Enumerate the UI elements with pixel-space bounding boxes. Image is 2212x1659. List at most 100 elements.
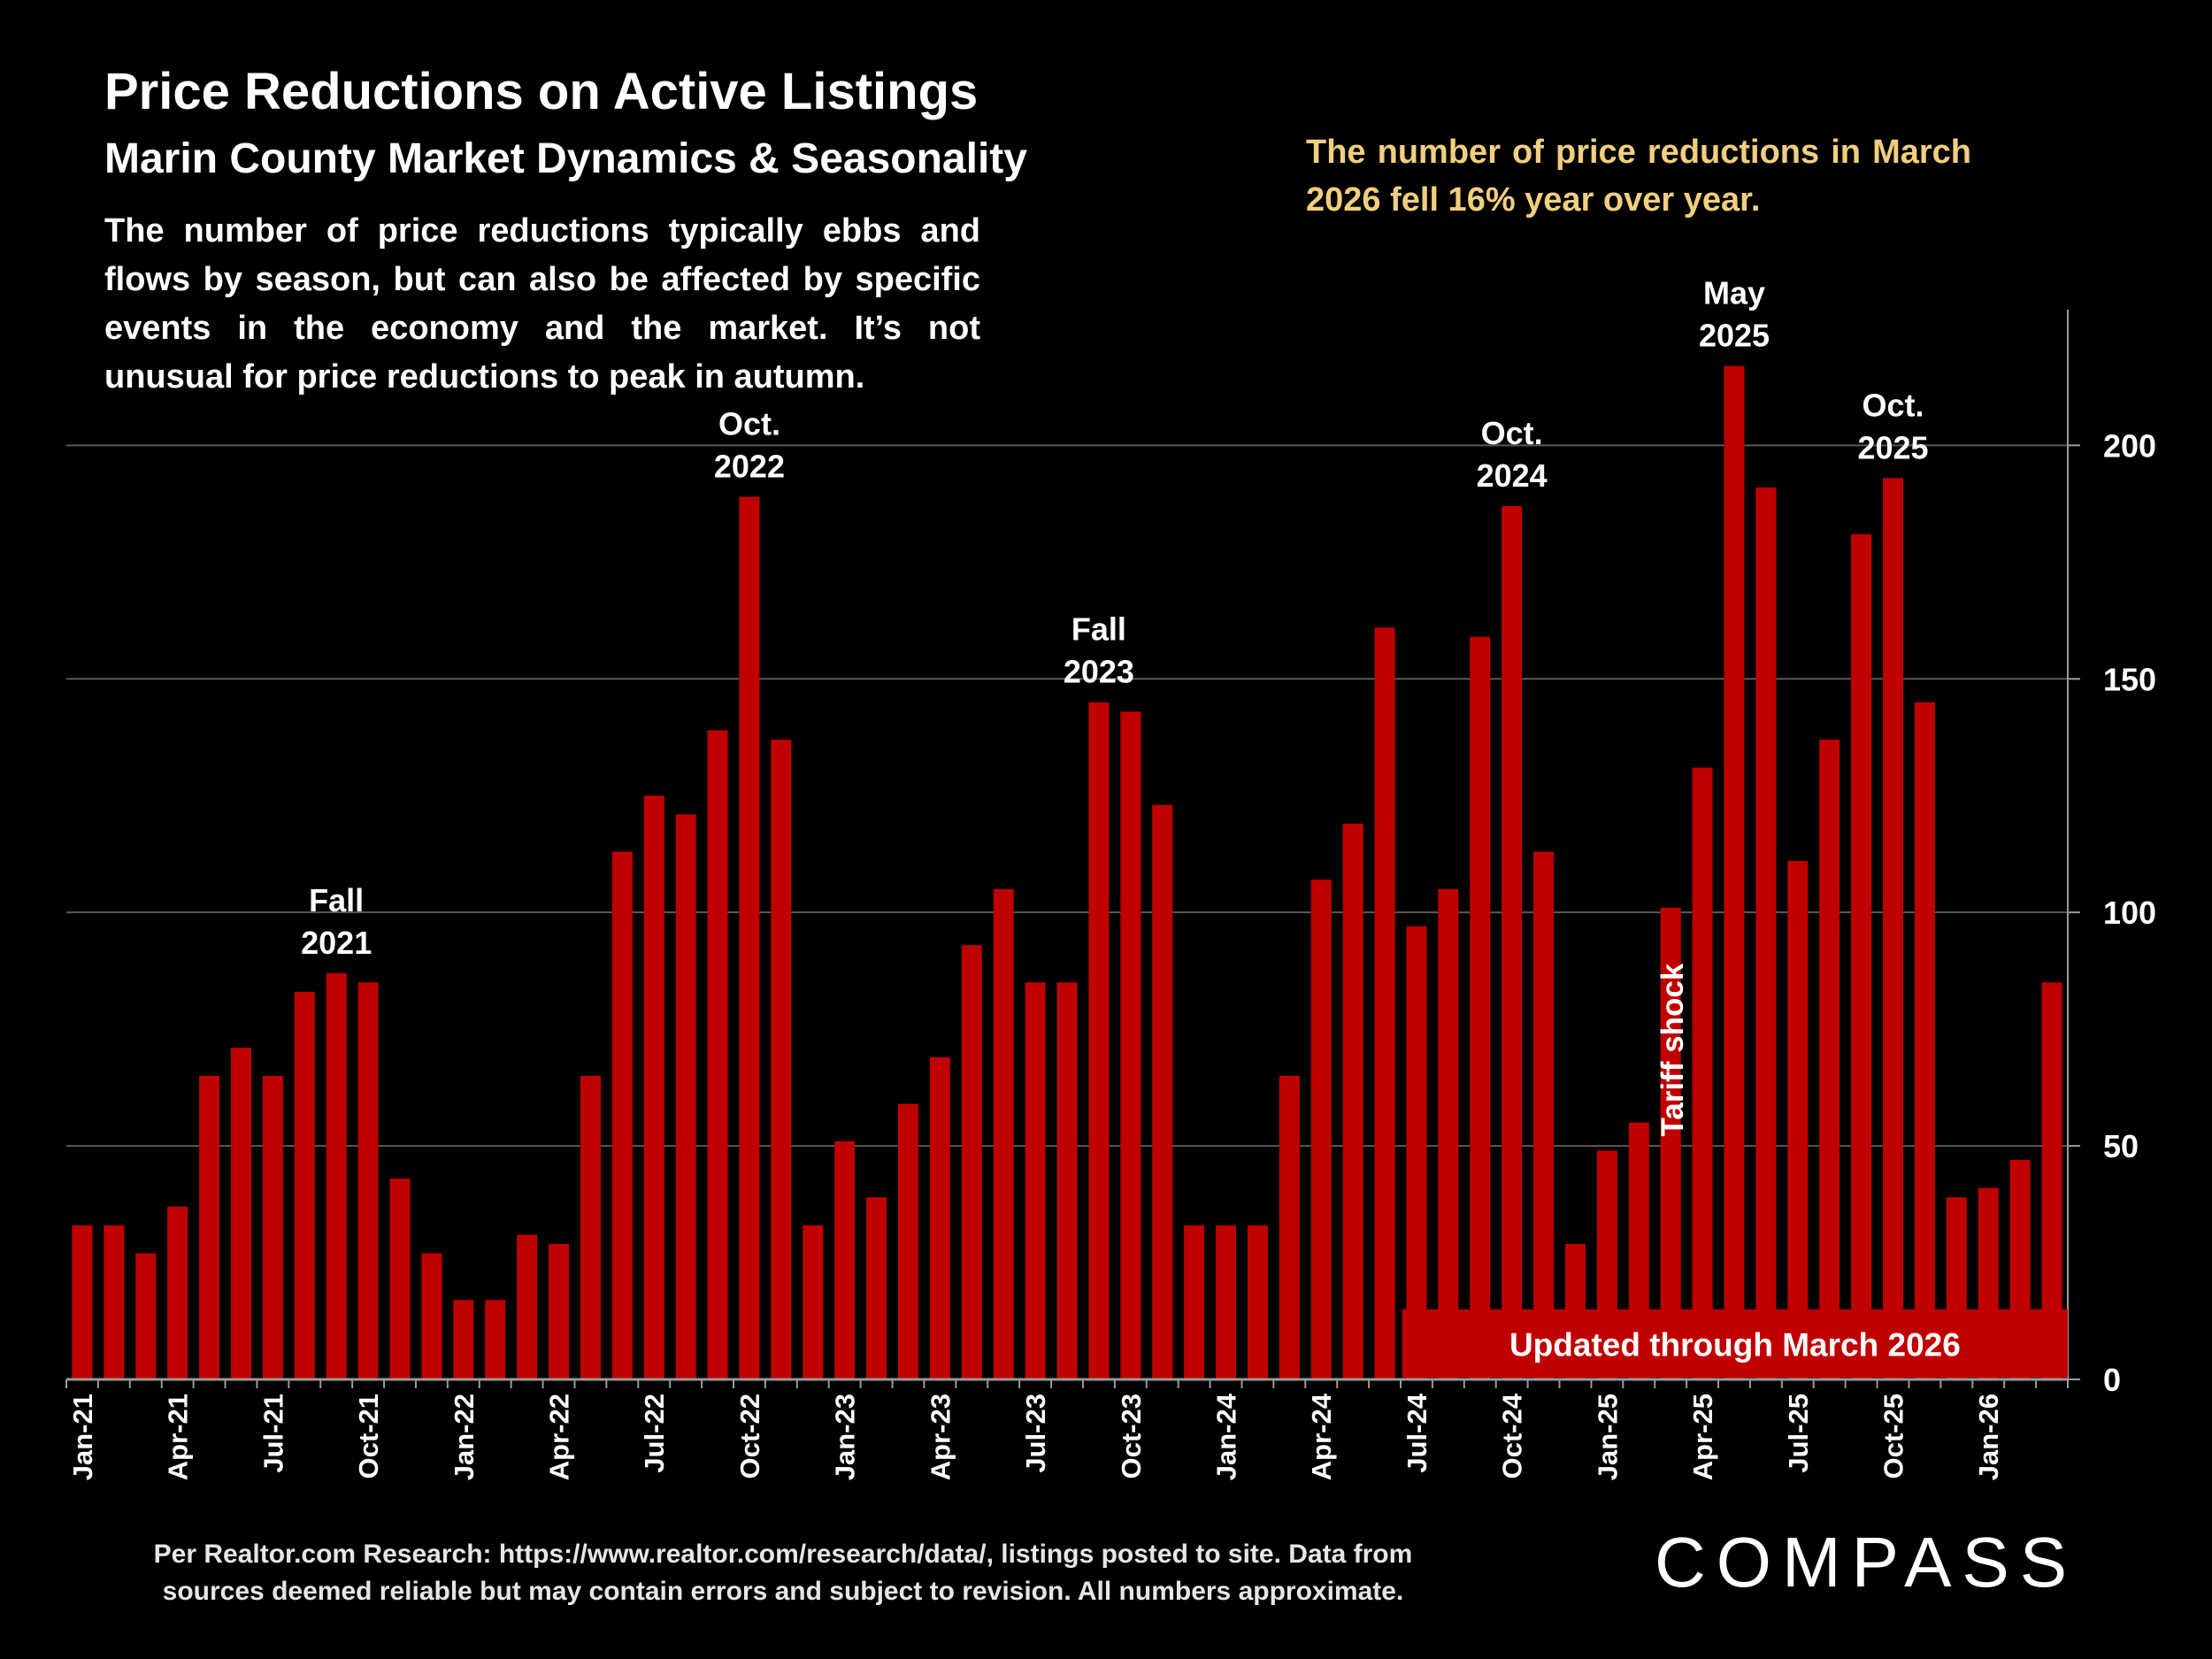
bar-Oct-21 bbox=[357, 982, 379, 1379]
bar-Sep-21 bbox=[326, 972, 347, 1379]
bar-Mar-24 bbox=[1279, 1075, 1300, 1379]
source-note-line-1: Per Realtor.com Research: https://www.re… bbox=[153, 1540, 1413, 1569]
bar-Mar-25 bbox=[1660, 907, 1681, 1379]
peak-annotation: Oct. 2022 bbox=[714, 405, 785, 484]
y-tick-label: 50 bbox=[2103, 1128, 2139, 1164]
bar-Aug-24 bbox=[1438, 888, 1459, 1379]
bar-Aug-25 bbox=[1819, 739, 1840, 1379]
peak-annotation-line-1: Oct. bbox=[1481, 415, 1543, 451]
bar-Sep-24 bbox=[1470, 636, 1491, 1379]
x-tick-label: Jan-22 bbox=[449, 1394, 480, 1480]
x-tick-label: Apr-24 bbox=[1306, 1393, 1337, 1480]
bar-Jun-22 bbox=[611, 851, 633, 1379]
x-tick-label: Apr-21 bbox=[163, 1394, 194, 1480]
peak-annotation: Fall 2021 bbox=[301, 882, 372, 961]
peak-annotation-line-2: 2021 bbox=[301, 925, 372, 961]
bar-Jan-22 bbox=[453, 1300, 474, 1379]
peak-annotation: Fall 2023 bbox=[1064, 611, 1134, 690]
bar-May-22 bbox=[580, 1075, 601, 1379]
bar-Apr-25 bbox=[1692, 767, 1713, 1379]
x-tick-label: Jul-24 bbox=[1402, 1393, 1432, 1472]
x-tick-label: Oct-23 bbox=[1116, 1394, 1147, 1479]
bar-Feb-23 bbox=[866, 1197, 887, 1379]
chart-description: The number of price reductions typically… bbox=[104, 212, 980, 396]
peak-annotation-line-1: May bbox=[1703, 275, 1765, 311]
bar-May-24 bbox=[1342, 823, 1363, 1379]
y-tick-label: 150 bbox=[2103, 661, 2156, 697]
bar-Nov-25 bbox=[1914, 702, 1935, 1379]
bar-Feb-24 bbox=[1247, 1225, 1268, 1379]
yoy-callout: The number of price reductions in March … bbox=[1306, 134, 1971, 219]
bars bbox=[72, 365, 2062, 1379]
bar-Jun-23 bbox=[993, 888, 1014, 1379]
bar-Apr-22 bbox=[549, 1243, 570, 1379]
y-tick-label: 100 bbox=[2103, 895, 2156, 931]
bar-Jun-24 bbox=[1374, 627, 1395, 1379]
updated-banner-label: Updated through March 2026 bbox=[1509, 1326, 1961, 1363]
tariff-shock-label: Tariff shock bbox=[1655, 963, 1690, 1136]
bar-Jan-21 bbox=[72, 1225, 93, 1379]
peak-annotation-line-1: Oct. bbox=[1863, 387, 1924, 423]
peak-annotation-line-2: 2025 bbox=[1699, 318, 1770, 354]
source-note-line-2: sources deemed reliable but may contain … bbox=[162, 1577, 1404, 1606]
x-tick-label: Apr-22 bbox=[544, 1394, 575, 1480]
bar-Oct-22 bbox=[739, 496, 760, 1379]
bar-Jan-23 bbox=[834, 1141, 856, 1379]
peak-annotation-line-1: Fall bbox=[1071, 611, 1126, 648]
bar-Aug-22 bbox=[675, 814, 696, 1379]
bar-Mar-26 bbox=[2041, 982, 2062, 1379]
bar-Oct-25 bbox=[1883, 478, 1904, 1379]
bar-Feb-21 bbox=[104, 1225, 125, 1379]
peak-annotation-line-2: 2025 bbox=[1857, 429, 1928, 465]
x-tick-label: Jan-21 bbox=[67, 1394, 98, 1480]
bar-Jun-25 bbox=[1755, 487, 1777, 1379]
peak-annotation-line-2: 2023 bbox=[1064, 654, 1134, 690]
x-tick-label: Oct-22 bbox=[734, 1394, 765, 1479]
bar-Jan-24 bbox=[1216, 1225, 1237, 1379]
peak-annotation-line-2: 2024 bbox=[1477, 457, 1548, 494]
peak-annotation-line-1: Fall bbox=[309, 882, 364, 918]
y-tick-label: 0 bbox=[2103, 1362, 2121, 1398]
peak-annotation-line-2: 2022 bbox=[714, 448, 785, 484]
y-tick-label: 200 bbox=[2103, 427, 2156, 464]
axes: 0 50 100 150 200 Jan-21 Apr-21 Jul-21 Oct-21 Jan-… bbox=[65, 310, 2156, 1480]
bar-May-25 bbox=[1724, 365, 1745, 1379]
x-tick-label: Jul-22 bbox=[639, 1394, 670, 1473]
peak-annotation: Oct. 2025 bbox=[1857, 387, 1928, 465]
bar-Sep-23 bbox=[1088, 702, 1110, 1379]
source-note: Per Realtor.com Research: https://www.re… bbox=[142, 1536, 1425, 1610]
x-tick-label: Jan-26 bbox=[1973, 1394, 2004, 1480]
bar-Sep-25 bbox=[1851, 534, 1872, 1379]
bar-Oct-23 bbox=[1120, 711, 1141, 1379]
bar-Mar-22 bbox=[517, 1234, 538, 1379]
x-tick-label: Jan-23 bbox=[830, 1394, 861, 1480]
bar-Mar-21 bbox=[135, 1253, 157, 1379]
bar-Jul-25 bbox=[1787, 861, 1809, 1379]
bar-Mar-23 bbox=[897, 1103, 918, 1379]
bar-Jun-21 bbox=[230, 1048, 251, 1379]
x-tick-label: Apr-25 bbox=[1687, 1394, 1718, 1480]
bar-Jul-24 bbox=[1406, 926, 1427, 1379]
x-tick-label: Oct-21 bbox=[353, 1394, 384, 1479]
page-subtitle: Marin County Market Dynamics & Seasonali… bbox=[104, 135, 1027, 182]
bar-Aug-23 bbox=[1056, 982, 1078, 1379]
bar-Nov-21 bbox=[389, 1179, 411, 1379]
peak-annotation: Oct. 2024 bbox=[1477, 415, 1548, 494]
bar-Oct-24 bbox=[1502, 505, 1523, 1379]
page-title: Price Reductions on Active Listings bbox=[104, 63, 979, 120]
x-tick-label: Jul-21 bbox=[257, 1394, 288, 1473]
bar-Dec-21 bbox=[421, 1253, 442, 1379]
compass-logo: COMPASS bbox=[1655, 1523, 2078, 1601]
bar-Nov-23 bbox=[1152, 804, 1173, 1379]
x-tick-label: Oct-25 bbox=[1878, 1394, 1909, 1479]
bar-Dec-22 bbox=[803, 1225, 824, 1379]
peak-annotation-line-1: Oct. bbox=[718, 405, 780, 442]
annotations: Updated through March 2026 Fall 2021 Oct. 20… bbox=[301, 275, 2068, 1378]
bar-Feb-22 bbox=[485, 1300, 506, 1379]
bar-Aug-21 bbox=[294, 991, 315, 1379]
x-tick-label: Oct-24 bbox=[1497, 1393, 1528, 1479]
x-tick-label: Jul-23 bbox=[1020, 1394, 1051, 1473]
bar-May-23 bbox=[961, 945, 982, 1379]
x-tick-label: Jul-25 bbox=[1783, 1394, 1814, 1473]
bar-Nov-22 bbox=[771, 739, 792, 1379]
